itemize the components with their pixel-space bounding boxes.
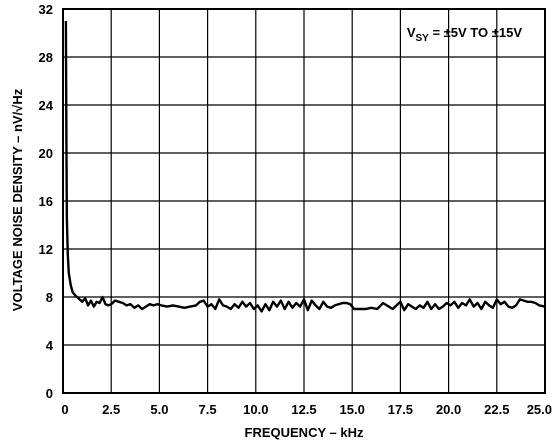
- y-tick-label: 28: [39, 50, 53, 65]
- x-tick-label: 2.5: [102, 402, 120, 417]
- y-tick-label: 32: [39, 2, 53, 17]
- grid-lines: [63, 9, 545, 393]
- x-tick-label: 7.5: [199, 402, 217, 417]
- x-tick-label: 17.5: [388, 402, 413, 417]
- noise-density-series-line: [66, 21, 545, 311]
- y-tick-label: 12: [39, 242, 53, 257]
- y-axis-label: VOLTAGE NOISE DENSITY – nV/√Hz: [10, 88, 25, 311]
- y-tick-label: 0: [46, 386, 53, 401]
- x-tick-label: 0: [61, 402, 68, 417]
- y-tick-label: 8: [46, 290, 53, 305]
- x-tick-label: 12.5: [291, 402, 316, 417]
- annotation-subscript: SY: [415, 33, 429, 44]
- x-tick-label: 20.0: [436, 402, 461, 417]
- annotation-vsy: VSY = ±5V TO ±15V: [407, 25, 523, 44]
- x-tick-label: 5.0: [150, 402, 168, 417]
- x-tick-label: 22.5: [484, 402, 509, 417]
- x-tick-labels: 0 2.5 5.0 7.5 10.0 12.5 15.0 17.5 20.0 22.5 25.0: [61, 402, 552, 417]
- annotation-rest: = ±5V TO ±15V: [429, 25, 522, 40]
- annotation-base: V: [407, 25, 416, 40]
- y-tick-labels: 0 4 8 12 16 20 24 28 32: [39, 2, 54, 401]
- x-tick-label: 15.0: [340, 402, 365, 417]
- y-tick-label: 16: [39, 194, 53, 209]
- x-tick-label: 25.0: [527, 402, 552, 417]
- x-tick-label: 10.0: [243, 402, 268, 417]
- y-tick-label: 4: [46, 338, 54, 353]
- y-tick-label: 24: [39, 98, 54, 113]
- x-axis-label: FREQUENCY – kHz: [245, 425, 364, 440]
- y-tick-label: 20: [39, 146, 53, 161]
